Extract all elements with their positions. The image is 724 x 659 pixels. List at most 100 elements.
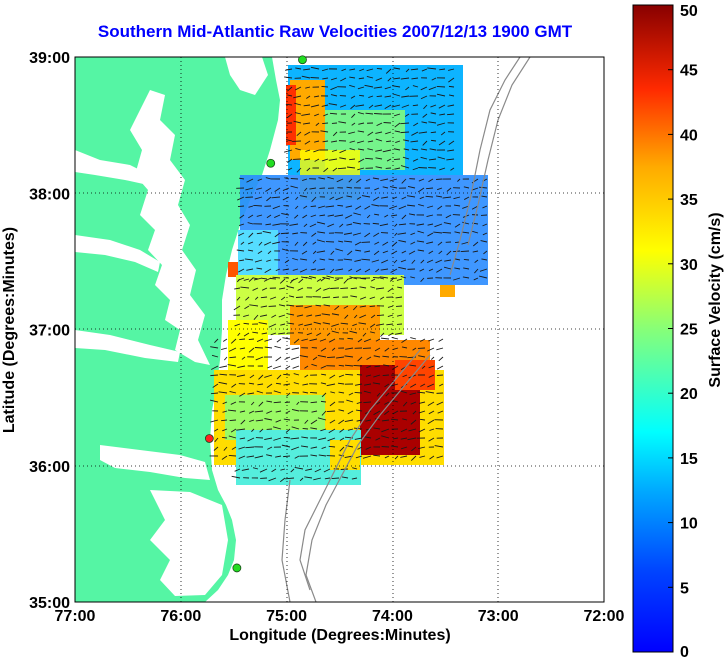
station-marker[interactable] bbox=[204, 434, 214, 443]
velocity-arrow bbox=[398, 240, 407, 243]
velocity-arrow bbox=[310, 446, 318, 449]
velocity-arrow bbox=[402, 156, 410, 160]
velocity-arrow bbox=[306, 95, 311, 99]
station-marker[interactable] bbox=[266, 158, 276, 168]
velocity-arrow bbox=[246, 178, 254, 183]
velocity-arrow bbox=[367, 140, 374, 143]
velocity-arrow bbox=[419, 268, 425, 272]
velocity-arrow bbox=[237, 205, 245, 208]
velocity-arrow bbox=[228, 347, 237, 352]
velocity-arrow bbox=[305, 86, 311, 89]
velocity-arrow bbox=[233, 305, 241, 311]
velocity-arrow bbox=[304, 374, 309, 378]
velocity-arrow bbox=[420, 148, 428, 151]
current-vectors bbox=[209, 66, 488, 483]
velocity-arrow bbox=[302, 428, 309, 430]
velocity-arrow bbox=[254, 259, 263, 263]
delaware-bay bbox=[225, 57, 268, 95]
velocity-arrow bbox=[352, 323, 358, 327]
velocity-arrow bbox=[352, 232, 362, 236]
velocity-arrow bbox=[440, 131, 446, 136]
velocity-arrow bbox=[301, 338, 309, 342]
velocity-arrow bbox=[248, 382, 255, 385]
velocity-arrow bbox=[258, 374, 264, 380]
velocity-arrow bbox=[439, 167, 446, 171]
velocity-arrow bbox=[245, 296, 250, 301]
velocity-arrow bbox=[249, 374, 255, 379]
velocity-arrow bbox=[239, 214, 245, 219]
velocity-arrow bbox=[349, 140, 356, 143]
velocity-arrow bbox=[427, 67, 437, 70]
velocity-arrow bbox=[380, 332, 385, 337]
velocity-arrow bbox=[281, 248, 290, 252]
velocity-arrow bbox=[312, 259, 317, 264]
velocity-arrow bbox=[373, 250, 380, 256]
velocity-arrow bbox=[234, 468, 241, 472]
velocity-arrow bbox=[248, 277, 254, 282]
velocity-arrow bbox=[398, 205, 407, 210]
velocity-arrow bbox=[291, 347, 300, 350]
velocity-arrow bbox=[425, 195, 434, 198]
velocity-arrow bbox=[276, 338, 282, 343]
velocity-arrow bbox=[401, 346, 408, 349]
velocity-arrow bbox=[439, 113, 446, 116]
velocity-arrow bbox=[349, 148, 356, 151]
velocity-arrow bbox=[350, 104, 356, 110]
velocity-arrow bbox=[302, 214, 308, 219]
velocity-arrow bbox=[365, 178, 371, 182]
station-marker[interactable] bbox=[232, 563, 242, 573]
velocity-arrow bbox=[427, 232, 434, 237]
velocity-arrow bbox=[254, 296, 259, 300]
velocity-arrow bbox=[421, 365, 426, 369]
velocity-arrow bbox=[450, 167, 455, 171]
velocity-arrow bbox=[318, 454, 327, 457]
velocity-arrow bbox=[428, 86, 437, 91]
velocity-arrow bbox=[448, 68, 455, 71]
velocity-arrow bbox=[254, 347, 264, 349]
velocity-arrow bbox=[396, 278, 403, 281]
velocity-arrow bbox=[272, 276, 281, 279]
velocity-arrow bbox=[316, 221, 326, 225]
velocity-arrow bbox=[328, 445, 336, 448]
velocity-arrow bbox=[261, 277, 268, 280]
velocity-arrow bbox=[444, 259, 452, 262]
station-marker[interactable] bbox=[298, 55, 307, 65]
velocity-arrow bbox=[269, 277, 277, 280]
velocity-arrow bbox=[436, 401, 444, 406]
velocity-arrow bbox=[363, 338, 372, 343]
velocity-arrow bbox=[356, 178, 362, 184]
velocity-arrow bbox=[426, 187, 434, 190]
velocity-arrow bbox=[433, 231, 443, 234]
velocity-arrow bbox=[330, 391, 336, 394]
velocity-arrow bbox=[390, 277, 398, 280]
velocity-arrow bbox=[482, 232, 488, 236]
velocity-arrow bbox=[426, 241, 434, 245]
velocity-arrow bbox=[236, 428, 246, 431]
river-rappahannock bbox=[75, 235, 160, 272]
velocity-arrow bbox=[293, 95, 302, 99]
velocity-arrow bbox=[287, 158, 293, 164]
velocity-arrow bbox=[408, 250, 416, 255]
velocity-arrow bbox=[394, 122, 401, 128]
velocity-arrow bbox=[358, 322, 367, 325]
velocity-arrow bbox=[361, 258, 371, 261]
velocity-arrow bbox=[375, 131, 383, 134]
velocity-arrow bbox=[436, 122, 446, 126]
y-axis-ticks: 39:00 38:00 37:00 36:00 35:00 bbox=[29, 50, 70, 612]
velocity-arrow bbox=[301, 75, 311, 79]
velocity-arrow bbox=[286, 392, 291, 397]
velocity-arrow bbox=[283, 455, 291, 458]
velocity-arrow bbox=[268, 323, 277, 328]
velocity-arrow bbox=[411, 148, 419, 151]
velocity-arrow bbox=[320, 428, 327, 432]
velocity-arrow bbox=[221, 455, 228, 460]
velocity-arrow bbox=[285, 347, 291, 350]
velocity-arrow bbox=[302, 178, 308, 181]
velocity-arrow bbox=[294, 102, 302, 106]
velocity-arrow bbox=[275, 356, 282, 362]
velocity-arrow bbox=[283, 383, 291, 386]
velocity-arrow bbox=[291, 408, 300, 412]
velocity-arrow bbox=[236, 249, 245, 252]
velocity-arrow bbox=[219, 373, 228, 376]
velocity-arrow bbox=[330, 86, 338, 91]
